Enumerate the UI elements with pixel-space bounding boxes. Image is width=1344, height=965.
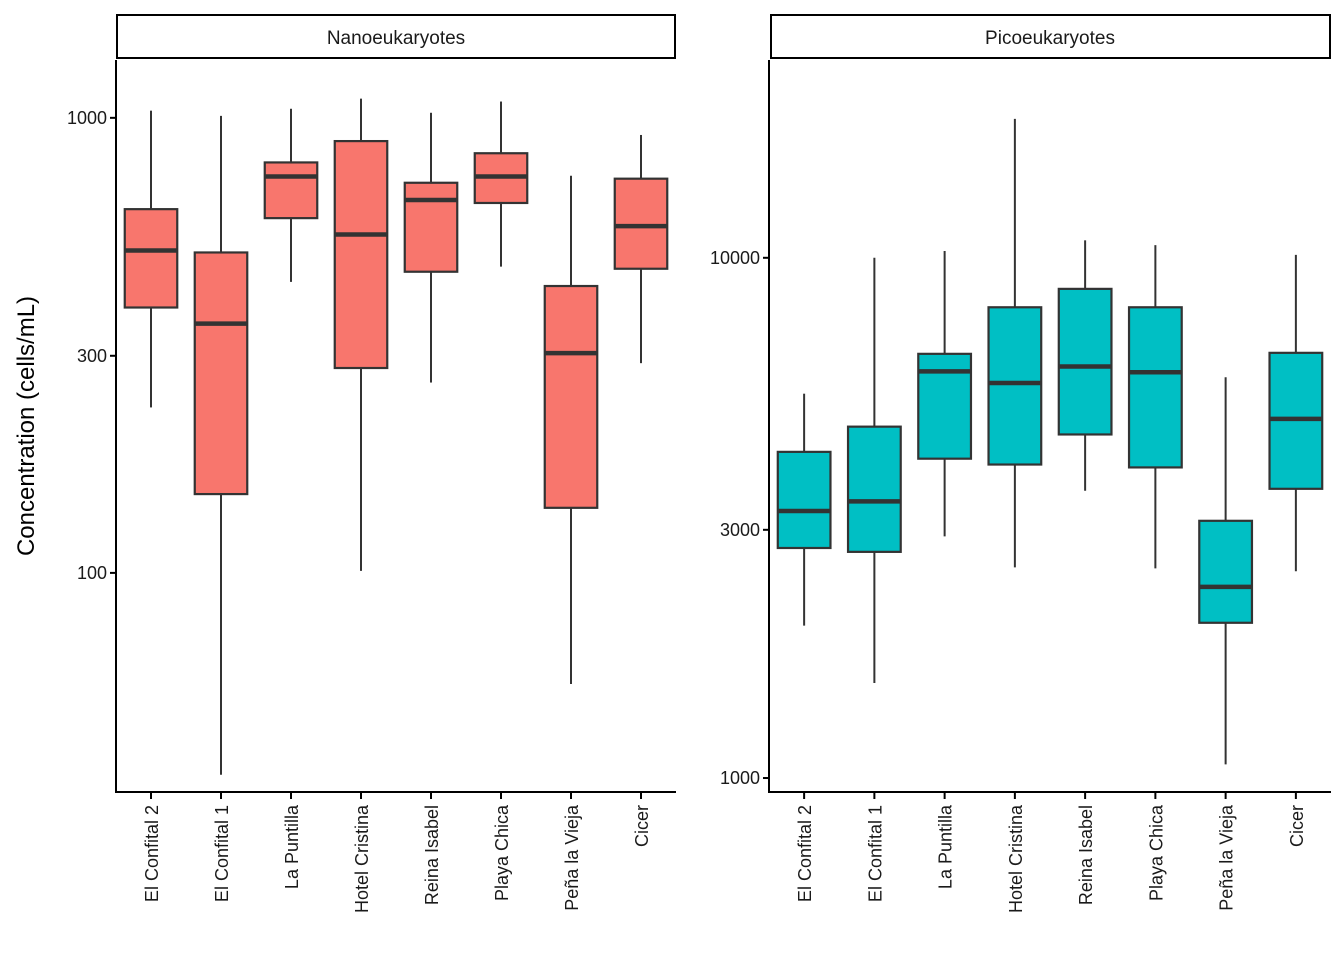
x-tick-label: Peña la Vieja bbox=[1217, 804, 1237, 911]
x-tick-label: La Puntilla bbox=[282, 804, 302, 889]
box-iqr bbox=[776, 450, 832, 550]
box-el-confital-2 bbox=[123, 110, 179, 408]
x-tick-label: Cicer bbox=[632, 805, 652, 847]
box-reina-isabel bbox=[403, 112, 459, 383]
box-iqr bbox=[1057, 287, 1113, 436]
box-la-puntilla bbox=[917, 250, 973, 537]
panel-picoeukaryotes: Picoeukaryotes 1000 3000 10000 El Confital … bbox=[710, 14, 1331, 913]
box-hotel-cristina bbox=[333, 98, 389, 571]
x-tick-label: Peña la Vieja bbox=[562, 804, 582, 911]
panel-title: Nanoeukaryotes bbox=[327, 28, 465, 49]
x-tick-label: Reina Isabel bbox=[1076, 805, 1096, 905]
box-iqr bbox=[193, 251, 249, 496]
box-iqr bbox=[263, 161, 319, 220]
box-el-confital-2 bbox=[776, 393, 832, 626]
y-axis-label: Concentration (cells/mL) bbox=[13, 296, 40, 556]
y-tick-label: 3000 bbox=[720, 520, 760, 540]
x-tick-label: El Confital 2 bbox=[142, 805, 162, 902]
box-iqr bbox=[987, 306, 1043, 466]
x-tick-label: El Confital 1 bbox=[865, 805, 885, 902]
x-tick-label: El Confital 2 bbox=[795, 805, 815, 902]
box-la-puntilla bbox=[263, 108, 319, 282]
x-tick-label: La Puntilla bbox=[936, 804, 956, 889]
box-iqr bbox=[1198, 519, 1254, 624]
box-reina-isabel bbox=[1057, 240, 1113, 491]
y-tick-label: 10000 bbox=[710, 248, 760, 268]
box-iqr bbox=[403, 181, 459, 273]
strip-background bbox=[116, 14, 676, 59]
box-iqr bbox=[123, 208, 179, 309]
x-tick-label: Playa Chica bbox=[1146, 804, 1166, 901]
box-pe-a-la-vieja bbox=[543, 175, 599, 684]
y-tick-label: 1000 bbox=[720, 768, 760, 788]
box-cicer bbox=[1268, 254, 1324, 572]
box-cicer bbox=[613, 134, 669, 364]
box-iqr bbox=[543, 284, 599, 509]
x-tick-label: El Confital 1 bbox=[212, 805, 232, 902]
box-el-confital-1 bbox=[193, 115, 249, 775]
box-pe-a-la-vieja bbox=[1198, 377, 1254, 765]
y-tick-label: 100 bbox=[77, 563, 107, 583]
strip-background bbox=[770, 14, 1331, 59]
box-iqr bbox=[1127, 306, 1183, 469]
box-iqr bbox=[333, 139, 389, 370]
x-tick-label: Playa Chica bbox=[492, 804, 512, 901]
box-playa-chica bbox=[473, 101, 529, 267]
box-playa-chica bbox=[1127, 245, 1183, 569]
x-tick-label: Reina Isabel bbox=[422, 805, 442, 905]
x-tick-label: Hotel Cristina bbox=[352, 804, 372, 913]
box-el-confital-1 bbox=[846, 257, 902, 683]
box-iqr bbox=[846, 425, 902, 553]
box-hotel-cristina bbox=[987, 118, 1043, 568]
panel-title: Picoeukaryotes bbox=[985, 28, 1115, 49]
x-tick-label: Hotel Cristina bbox=[1006, 804, 1026, 913]
box-iqr bbox=[613, 177, 669, 270]
x-tick-label: Cicer bbox=[1287, 805, 1307, 847]
panel-nanoeukaryotes: Nanoeukaryotes 100 300 1000 El Confital 2 El… bbox=[67, 14, 676, 913]
y-tick-label: 1000 bbox=[67, 108, 107, 128]
y-tick-label: 300 bbox=[77, 346, 107, 366]
